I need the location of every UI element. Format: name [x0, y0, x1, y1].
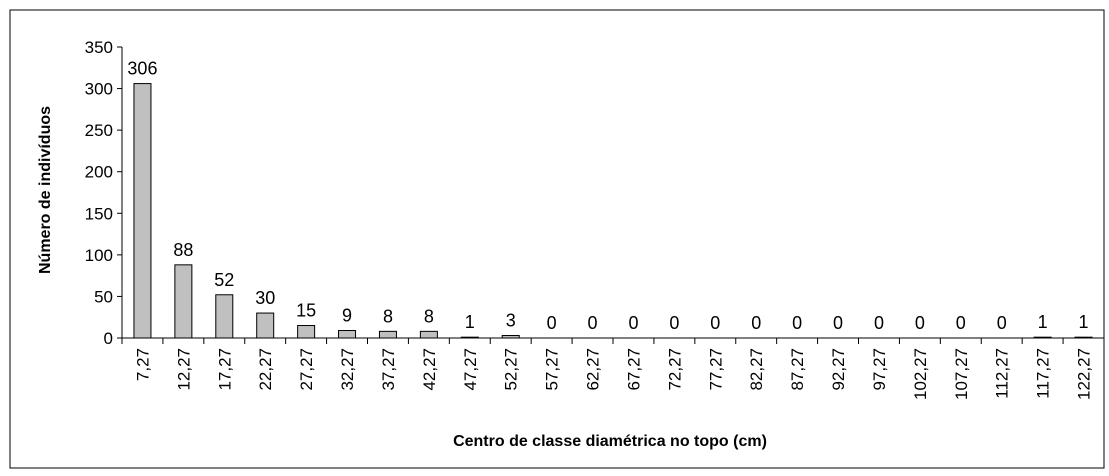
- x-tick-label: 107,27: [952, 348, 971, 400]
- x-tick-label: 92,27: [829, 348, 848, 391]
- x-tick-label: 47,27: [461, 348, 480, 391]
- value-label: 0: [547, 313, 557, 333]
- y-tick-label: 50: [94, 287, 113, 306]
- y-tick-label: 200: [85, 163, 113, 182]
- value-label: 9: [342, 306, 352, 326]
- y-tick-label: 250: [85, 121, 113, 140]
- x-tick-label: 57,27: [543, 348, 562, 391]
- value-label: 0: [669, 313, 679, 333]
- value-label: 0: [792, 313, 802, 333]
- value-label: 30: [255, 288, 275, 308]
- y-tick-label: 350: [85, 38, 113, 57]
- bar: [133, 83, 152, 339]
- x-tick-label: 37,27: [379, 348, 398, 391]
- y-tick-label: 150: [85, 204, 113, 223]
- bar: [1074, 336, 1093, 339]
- x-tick-label: 62,27: [584, 348, 603, 391]
- bar: [1033, 336, 1052, 339]
- bar: [297, 325, 316, 339]
- value-label: 8: [383, 306, 393, 326]
- bar: [378, 330, 397, 339]
- value-label: 1: [1038, 312, 1048, 332]
- bar: [338, 330, 357, 339]
- bar: [174, 264, 193, 339]
- chart-border: [9, 9, 1105, 469]
- value-label: 0: [997, 313, 1007, 333]
- x-tick-label: 42,27: [420, 348, 439, 391]
- x-tick-label: 52,27: [502, 348, 521, 391]
- x-tick-label: 122,27: [1075, 348, 1094, 400]
- y-tick-label: 300: [85, 80, 113, 99]
- value-label: 0: [710, 313, 720, 333]
- value-label: 15: [296, 301, 316, 321]
- x-tick-label: 22,27: [256, 348, 275, 391]
- x-tick-label: 97,27: [870, 348, 889, 391]
- x-tick-label: 102,27: [911, 348, 930, 400]
- value-label: 1: [465, 312, 475, 332]
- x-tick-label: 117,27: [1034, 348, 1053, 399]
- value-label: 1: [1079, 312, 1089, 332]
- x-tick-label: 87,27: [788, 348, 807, 391]
- value-label: 0: [751, 313, 761, 333]
- value-label: 8: [424, 306, 434, 326]
- x-tick-label: 27,27: [297, 348, 316, 391]
- value-label: 52: [214, 270, 234, 290]
- x-axis-title: Centro de classe diamétrica no topo (cm): [453, 433, 767, 450]
- bar: [460, 336, 479, 339]
- value-label: 0: [588, 313, 598, 333]
- bar: [256, 312, 275, 339]
- y-axis-title: Número de indivíduos: [37, 106, 54, 274]
- value-label: 0: [956, 313, 966, 333]
- value-label: 88: [173, 240, 193, 260]
- value-label: 3: [506, 311, 516, 331]
- x-tick-label: 82,27: [747, 348, 766, 391]
- x-tick-label: 77,27: [706, 348, 725, 391]
- value-label: 0: [628, 313, 638, 333]
- bar: [419, 330, 438, 339]
- value-label: 306: [127, 59, 157, 79]
- bar: [501, 335, 520, 339]
- bar: [215, 294, 234, 339]
- x-tick-label: 67,27: [624, 348, 643, 391]
- x-tick-label: 32,27: [338, 348, 357, 391]
- y-tick-label: 100: [85, 246, 113, 265]
- x-tick-label: 7,27: [133, 348, 152, 381]
- x-tick-label: 72,27: [665, 348, 684, 391]
- value-label: 0: [915, 313, 925, 333]
- y-tick-label: 0: [104, 329, 113, 348]
- x-tick-label: 17,27: [215, 348, 234, 391]
- x-tick-label: 12,27: [174, 348, 193, 391]
- value-label: 0: [833, 313, 843, 333]
- x-tick-label: 112,27: [993, 348, 1012, 399]
- value-label: 0: [874, 313, 884, 333]
